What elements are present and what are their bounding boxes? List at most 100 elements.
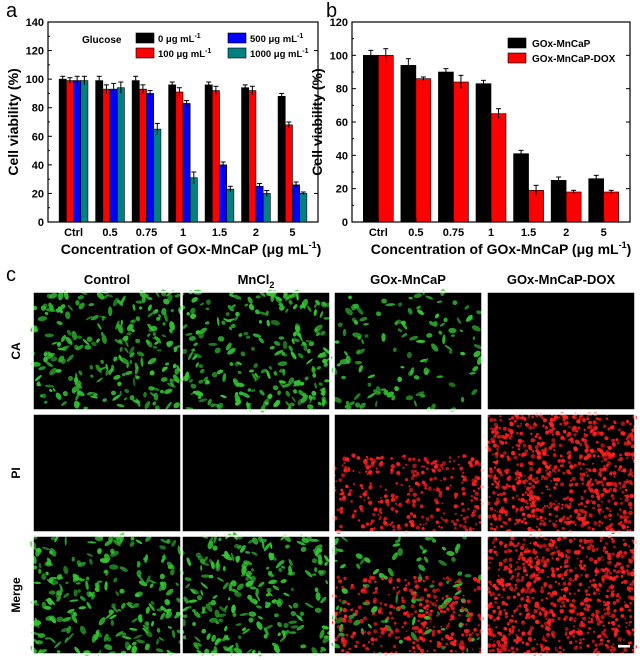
cell-red bbox=[505, 472, 508, 475]
cell-red bbox=[395, 502, 398, 505]
cell-red bbox=[543, 462, 546, 465]
cell-red bbox=[405, 584, 408, 587]
cell-red bbox=[420, 465, 424, 468]
cell-green bbox=[150, 620, 155, 627]
cell-red bbox=[521, 512, 526, 517]
cell-red bbox=[473, 588, 477, 592]
cell-red bbox=[587, 620, 591, 624]
cell-red bbox=[355, 640, 359, 644]
cell-red bbox=[564, 559, 569, 564]
panel-label-c: c bbox=[6, 264, 16, 286]
cell-red bbox=[504, 602, 509, 606]
cell-red bbox=[494, 509, 497, 512]
cell-green bbox=[333, 397, 342, 403]
micrograph-border bbox=[333, 291, 483, 411]
cell-red bbox=[517, 629, 521, 632]
cell-red bbox=[558, 596, 564, 601]
cell-green bbox=[304, 376, 309, 381]
cell-green bbox=[175, 582, 179, 586]
cell-red bbox=[612, 487, 617, 493]
cell-red bbox=[536, 643, 539, 646]
cell-red bbox=[625, 437, 628, 440]
cell-red bbox=[569, 497, 574, 502]
cell-red bbox=[352, 454, 356, 458]
cell-red bbox=[410, 476, 415, 481]
cell-red bbox=[390, 457, 394, 460]
cell-red bbox=[589, 488, 594, 493]
cell-red bbox=[541, 441, 545, 446]
cell-red bbox=[365, 599, 370, 605]
cell-red bbox=[352, 482, 356, 486]
cell-red bbox=[414, 474, 418, 478]
cell-red bbox=[352, 631, 356, 636]
cell-green bbox=[72, 574, 80, 583]
cell-red bbox=[403, 637, 407, 640]
cell-green bbox=[256, 621, 263, 630]
cell-red bbox=[529, 560, 533, 564]
cell-green bbox=[75, 394, 79, 401]
cell-red bbox=[611, 627, 615, 631]
cell-red bbox=[494, 461, 497, 464]
cell-green bbox=[91, 594, 96, 600]
cell-red bbox=[379, 485, 382, 488]
cell-green bbox=[311, 558, 318, 564]
cell-red bbox=[377, 513, 380, 516]
cell-red bbox=[462, 454, 467, 458]
cell-red bbox=[571, 426, 576, 431]
cell-red bbox=[380, 644, 383, 647]
cell-red bbox=[452, 467, 455, 470]
cell-green bbox=[320, 596, 327, 604]
cell-green bbox=[298, 389, 305, 397]
cell-red bbox=[605, 595, 609, 599]
cell-green bbox=[32, 305, 38, 311]
cell-red bbox=[595, 440, 599, 444]
cell-red bbox=[527, 612, 530, 616]
cell-red bbox=[622, 510, 628, 516]
cell-red bbox=[555, 520, 558, 523]
cell-red bbox=[497, 593, 501, 597]
cell-red bbox=[440, 625, 443, 628]
cell-red bbox=[588, 627, 591, 630]
cell-red bbox=[573, 592, 576, 595]
cell-red bbox=[614, 564, 618, 568]
cell-red bbox=[541, 556, 545, 560]
cell-green bbox=[216, 369, 224, 375]
cell-red bbox=[441, 461, 446, 466]
cell-red bbox=[553, 465, 558, 470]
cell-green bbox=[259, 389, 265, 396]
cell-green bbox=[163, 312, 168, 323]
cell-green bbox=[473, 344, 483, 349]
cell-green bbox=[294, 325, 301, 333]
cell-red bbox=[488, 590, 492, 594]
cell-red bbox=[594, 478, 598, 482]
cell-red bbox=[501, 582, 505, 586]
cell-red bbox=[400, 483, 403, 487]
cell-green bbox=[206, 299, 211, 305]
cell-red bbox=[487, 536, 490, 539]
cell-red bbox=[607, 427, 611, 431]
micrograph-bg bbox=[334, 414, 482, 532]
cell-red bbox=[626, 605, 630, 609]
cell-red bbox=[487, 643, 492, 648]
cell-red bbox=[578, 641, 582, 645]
cell-green bbox=[99, 366, 107, 370]
cell-red bbox=[406, 514, 411, 519]
cell-red bbox=[414, 579, 418, 584]
cell-green bbox=[290, 610, 297, 617]
cell-green bbox=[113, 374, 121, 380]
cell-red bbox=[451, 601, 456, 606]
cell-red bbox=[567, 520, 572, 525]
cell-red bbox=[601, 460, 604, 463]
cell-red bbox=[574, 567, 577, 570]
cell-red bbox=[339, 510, 344, 514]
cell-red bbox=[557, 468, 561, 472]
cell-red bbox=[477, 624, 481, 627]
cell-green bbox=[167, 564, 173, 569]
cell-red bbox=[412, 457, 416, 461]
cell-green bbox=[311, 390, 317, 396]
cell-red bbox=[489, 506, 494, 511]
cell-red bbox=[404, 478, 409, 482]
micrograph-border bbox=[486, 413, 636, 533]
cell-green bbox=[94, 587, 100, 592]
cell-green bbox=[291, 587, 294, 592]
